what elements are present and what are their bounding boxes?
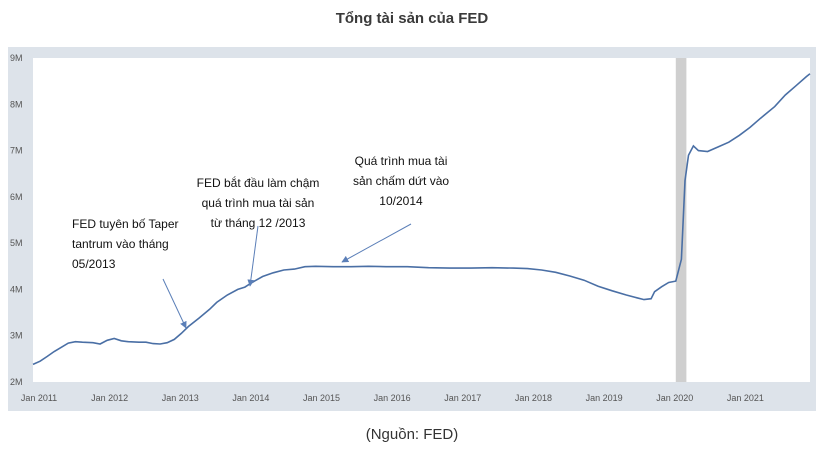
y-tick-label: 8M [10,99,23,109]
x-tick-label: Jan 2012 [91,393,128,403]
annotation-arrow [341,223,412,263]
y-axis: 2M 3M 4M 5M 6M 7M 8M 9M [10,53,23,387]
x-tick-label: Jan 2019 [586,393,623,403]
annotation-text: FED tuyên bố Taper [72,217,179,231]
annotation-arrow [162,278,187,329]
x-tick-label: Jan 2018 [515,393,552,403]
x-tick-label: Jan 2020 [656,393,693,403]
x-tick-label: Jan 2014 [232,393,269,403]
y-tick-label: 4M [10,284,23,294]
annotations: FED tuyên bố Taper tantrum vào tháng 05/20… [72,154,449,329]
y-tick-label: 9M [10,53,23,63]
annotation-arrow [247,225,259,287]
x-tick-label: Jan 2021 [727,393,764,403]
annotation-text: tantrum vào tháng [72,237,169,251]
y-tick-label: 6M [10,192,23,202]
annotation-text: 10/2014 [379,194,423,208]
x-tick-label: Jan 2013 [162,393,199,403]
x-axis: Jan 2011 Jan 2012 Jan 2013 Jan 2014 Jan 2015… [21,393,764,403]
annotation-text: sản chấm dứt vào [353,174,449,188]
series-line [32,73,811,366]
x-tick-label: Jan 2015 [303,393,340,403]
x-tick-label: Jan 2016 [374,393,411,403]
x-tick-label: Jan 2011 [21,393,57,403]
chart-title: Tổng tài sản của FED [335,10,489,27]
annotation-text: 05/2013 [72,257,116,271]
y-tick-label: 5M [10,238,23,248]
annotation-text: từ tháng 12 /2013 [211,216,306,230]
annotation-text: quá trình mua tài sản [202,196,315,210]
annotation-text: Quá trình mua tài [355,154,448,168]
annotation-text: FED bắt đầu làm chậm [197,175,320,190]
y-tick-label: 3M [10,331,23,341]
recession-shade [675,58,687,382]
source-note: (Nguồn: FED) [365,426,459,443]
y-tick-label: 7M [10,146,23,156]
y-tick-label: 2M [10,377,23,387]
x-tick-label: Jan 2017 [444,393,481,403]
